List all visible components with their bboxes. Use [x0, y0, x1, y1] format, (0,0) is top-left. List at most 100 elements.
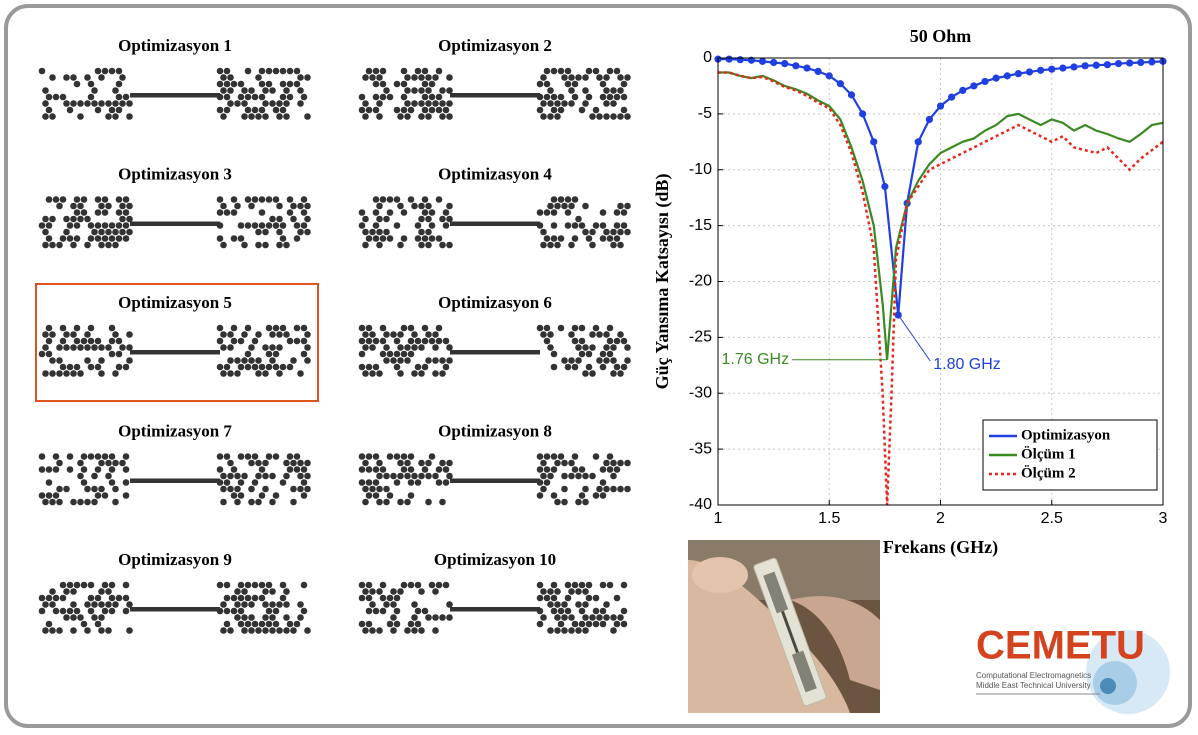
pattern-dot: [245, 621, 252, 628]
pattern-dot: [98, 74, 105, 81]
pattern-dot: [387, 94, 394, 101]
pattern-dot: [432, 614, 439, 621]
pattern-dot: [70, 601, 77, 608]
pattern-dot: [589, 370, 596, 377]
pattern-dot: [439, 100, 446, 107]
pattern-dot: [67, 453, 74, 460]
pattern-dot: [49, 242, 56, 249]
pattern-dot: [537, 107, 544, 114]
pattern-dot: [610, 614, 617, 621]
pattern-dot: [39, 222, 46, 229]
pattern-dot: [593, 621, 600, 628]
pattern-dot: [234, 486, 241, 493]
pattern-dot: [91, 87, 98, 94]
pattern-dot: [436, 338, 443, 345]
pattern-dot: [568, 203, 575, 210]
pattern-dot: [554, 614, 561, 621]
pattern-dot: [603, 74, 610, 81]
pattern-dot: [575, 357, 582, 364]
pattern-dot: [579, 621, 586, 628]
pattern-dot: [297, 74, 304, 81]
pattern-dot: [63, 216, 70, 223]
pattern-dot: [610, 100, 617, 107]
panel-title: Optimizasyon 4: [438, 164, 552, 183]
pattern-dot: [614, 466, 621, 473]
pattern-dot: [436, 235, 443, 242]
pattern-dot: [575, 588, 582, 595]
series-marker: [848, 91, 855, 98]
pattern-dot: [70, 344, 77, 351]
pattern-dot: [109, 325, 116, 332]
pattern-dot: [565, 68, 572, 75]
pattern-dot: [126, 100, 133, 107]
pattern-dot: [439, 370, 446, 377]
pattern-dot: [241, 357, 248, 364]
pattern-dot: [617, 74, 624, 81]
pattern-dot: [126, 331, 133, 338]
pattern-dot: [109, 68, 116, 75]
pattern-dot: [586, 364, 593, 371]
pattern-dot: [607, 351, 614, 358]
pattern-dot: [301, 466, 308, 473]
pattern-dot: [123, 595, 130, 602]
pattern-dot: [227, 357, 234, 364]
pattern-line: [130, 93, 220, 98]
y-tick-label: -5: [698, 105, 712, 122]
pattern-dot: [397, 460, 404, 467]
pattern-dot: [234, 601, 241, 608]
pattern-dot: [366, 466, 373, 473]
pattern-dot: [425, 74, 432, 81]
pattern-dot: [81, 479, 88, 486]
pattern-dot: [380, 338, 387, 345]
pattern-dot: [436, 94, 443, 101]
pattern-dot: [575, 473, 582, 480]
pattern-dot: [558, 453, 565, 460]
pattern-dot: [49, 331, 56, 338]
pattern-dot: [436, 196, 443, 203]
pattern-dot: [603, 87, 610, 94]
pattern-dot: [98, 588, 105, 595]
pattern-dot: [589, 344, 596, 351]
pattern-dot: [547, 113, 554, 120]
pattern-dot: [238, 595, 245, 602]
pattern-dot: [39, 595, 46, 602]
pattern-dot: [102, 222, 109, 229]
y-tick-label: -15: [689, 217, 712, 234]
pattern-dot: [227, 87, 234, 94]
pattern-dot: [359, 364, 366, 371]
series-marker: [1037, 67, 1044, 74]
pattern-dot: [404, 357, 411, 364]
logo-line: Middle East Technical University: [976, 681, 1091, 690]
pattern-dot: [224, 582, 231, 589]
pattern-dot: [269, 473, 276, 480]
pattern-dot: [390, 473, 397, 480]
pattern-dot: [63, 100, 70, 107]
series-marker: [1082, 62, 1089, 69]
pattern-dot: [245, 325, 252, 332]
pattern-dot: [84, 357, 91, 364]
pattern-dot: [294, 621, 301, 628]
pattern-dot: [593, 222, 600, 229]
pattern-dot: [411, 74, 418, 81]
pattern-dot: [109, 338, 116, 345]
pattern-dot: [224, 107, 231, 114]
pattern-line: [130, 479, 220, 484]
pattern-dot: [49, 74, 56, 81]
pattern-dot: [262, 486, 269, 493]
pattern-dot: [394, 364, 401, 371]
pattern-dot: [373, 81, 380, 88]
pattern-dot: [443, 582, 450, 589]
pattern-dot: [304, 74, 311, 81]
pattern-dot: [266, 222, 273, 229]
pattern-dot: [568, 242, 575, 249]
pattern-dot: [241, 627, 248, 634]
pattern-dot: [84, 486, 91, 493]
pattern-dot: [301, 209, 308, 216]
pattern-dot: [255, 331, 262, 338]
pattern-dot: [49, 370, 56, 377]
pattern-dot: [105, 588, 112, 595]
pattern-dot: [429, 453, 436, 460]
pattern-dot: [380, 235, 387, 242]
pattern-dot: [245, 595, 252, 602]
pattern-dot: [98, 627, 105, 634]
